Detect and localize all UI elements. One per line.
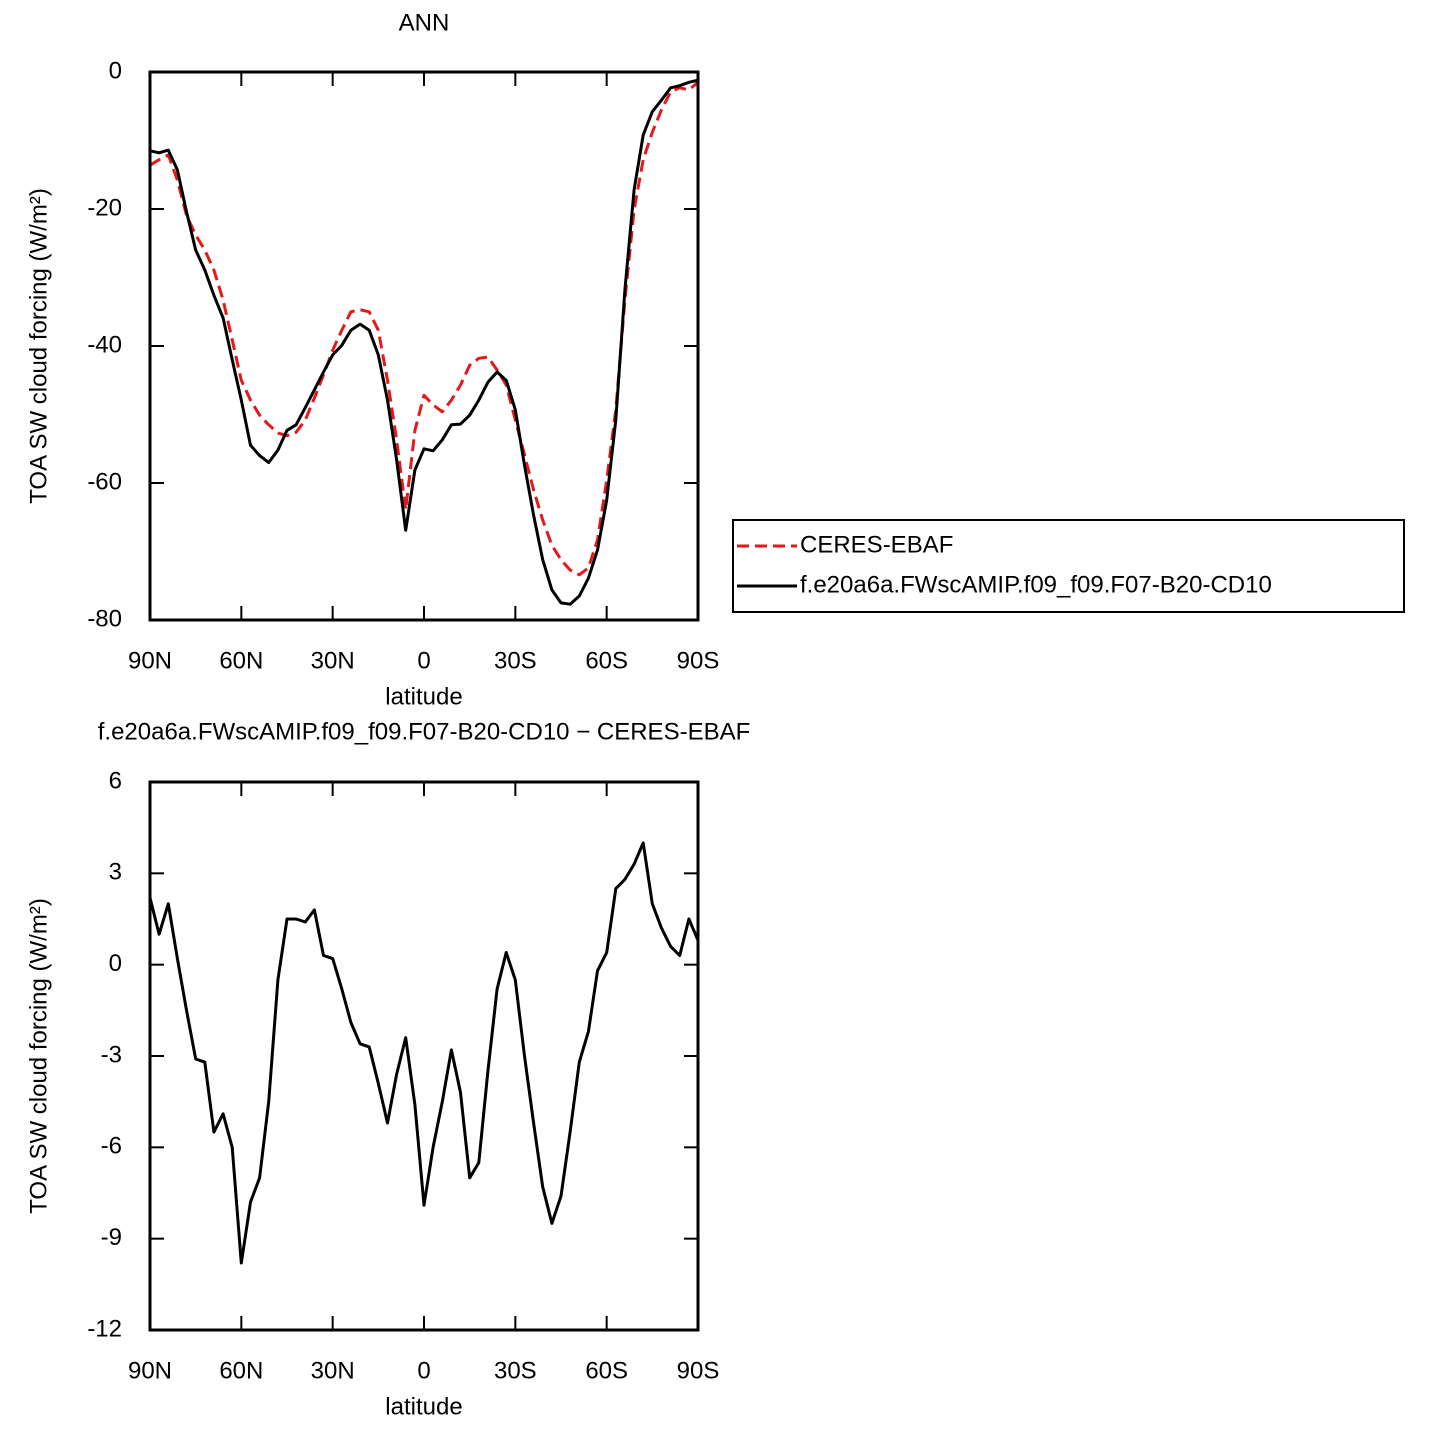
legend-label: CERES-EBAF <box>800 531 953 558</box>
y-axis-label: TOA SW cloud forcing (W/m²) <box>25 188 52 504</box>
plot-frame <box>148 780 700 1332</box>
y-tick-label: 6 <box>109 767 122 794</box>
legend-label: f.e20a6a.FWscAMIP.f09_f09.F07-B20-CD10 <box>800 571 1272 598</box>
x-tick-label: 30S <box>494 1357 537 1384</box>
y-tick-label: -60 <box>87 468 122 495</box>
y-tick-label: 0 <box>109 950 122 977</box>
x-tick-label: 60N <box>219 1357 263 1384</box>
data-line <box>149 81 699 577</box>
y-tick-label: -9 <box>101 1224 122 1251</box>
y-tick-label: -6 <box>101 1133 122 1160</box>
y-tick-label: -20 <box>87 194 122 221</box>
data-line <box>148 841 700 1265</box>
chart-title: f.e20a6a.FWscAMIP.f09_f09.F07-B20-CD10 −… <box>98 718 751 745</box>
x-tick-label: 0 <box>417 647 430 674</box>
y-tick-label: -12 <box>87 1315 122 1342</box>
y-tick-label: -80 <box>87 605 122 632</box>
x-tick-label: 30N <box>311 647 355 674</box>
x-tick-label: 60S <box>585 647 628 674</box>
x-tick-label: 60N <box>219 647 263 674</box>
y-axis-label: TOA SW cloud forcing (W/m²) <box>25 898 52 1214</box>
x-tick-label: 60S <box>585 1357 628 1384</box>
y-tick-label: -3 <box>101 1041 122 1068</box>
x-axis-label: latitude <box>385 1393 462 1420</box>
y-tick-label: -40 <box>87 331 122 358</box>
y-tick-label: 0 <box>109 57 122 84</box>
chart-title: ANN <box>399 9 450 36</box>
x-tick-label: 90N <box>128 1357 172 1384</box>
x-tick-label: 30N <box>311 1357 355 1384</box>
x-tick-label: 90N <box>128 647 172 674</box>
x-tick-label: 90S <box>677 1357 720 1384</box>
data-line <box>149 78 699 606</box>
x-tick-label: 30S <box>494 647 537 674</box>
x-axis-label: latitude <box>385 683 462 710</box>
x-tick-label: 90S <box>677 647 720 674</box>
legend-box <box>732 519 1405 613</box>
x-tick-label: 0 <box>417 1357 430 1384</box>
y-tick-label: 3 <box>109 859 122 886</box>
